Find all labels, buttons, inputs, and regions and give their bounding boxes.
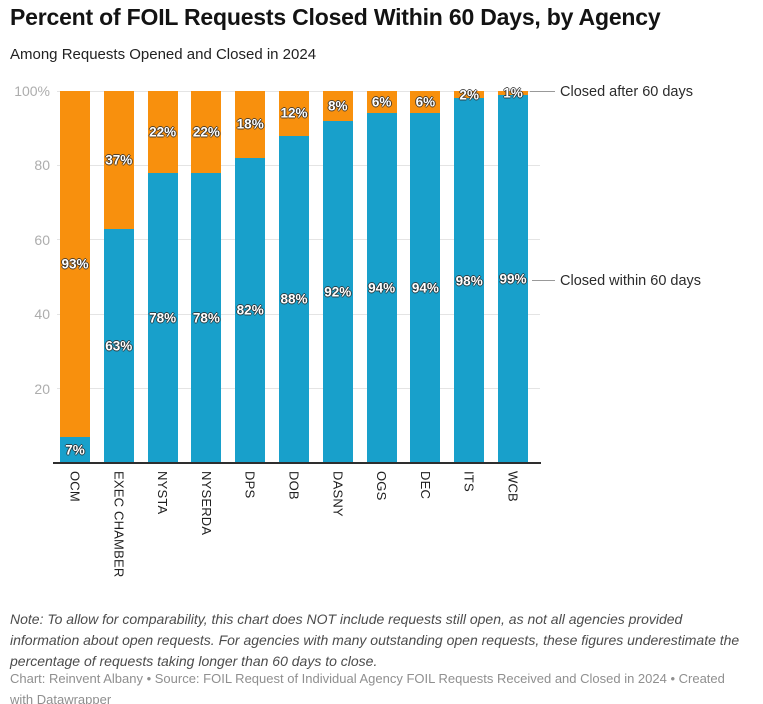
y-axis-tick-label-20: 20	[34, 380, 50, 397]
bar-segment-closed-after-60-days-ocm[interactable]	[60, 91, 90, 437]
plot-area: 20 40 60 80 100% 7% 93% OCM 63% 37% EXEC CHAMBER 78…	[14, 83, 541, 578]
x-axis-label-nyserda: NYSERDA	[198, 471, 214, 536]
bar-value-label-within-nyserda: 78%	[192, 310, 220, 326]
bar-segment-closed-after-60-days-dec[interactable]	[410, 91, 441, 114]
x-axis-label-ocm: OCM	[67, 471, 83, 502]
x-axis-label-dasny: DASNY	[330, 471, 346, 517]
x-axis-label-ogs: OGS	[374, 471, 390, 501]
bar-segment-closed-after-60-days-wcb[interactable]	[498, 91, 528, 95]
annotation-connector-closed-within	[532, 280, 555, 281]
bar-value-label-after-nyserda: 22%	[192, 124, 220, 140]
bar-value-label-after-nysta: 22%	[149, 124, 177, 140]
bar-value-label-within-its: 98%	[455, 273, 483, 289]
bar-value-label-within-exec-chamber: 63%	[105, 338, 133, 354]
y-axis-tick-label-40: 40	[34, 306, 50, 323]
y-axis-tick-label-80: 80	[34, 157, 50, 174]
x-axis-label-wcb: WCB	[505, 471, 521, 502]
bar-segment-closed-after-60-days-its[interactable]	[454, 91, 485, 99]
bar-segment-closed-within-60-days-dasny[interactable]	[322, 120, 353, 463]
bar-segment-closed-after-60-days-ogs[interactable]	[366, 91, 397, 114]
y-axis-tick-label-100: 100%	[14, 83, 50, 99]
bar-segment-closed-within-60-days-nyserda[interactable]	[191, 172, 222, 463]
x-axis-label-dec: DEC	[417, 471, 433, 500]
bar-segment-closed-within-60-days-nysta[interactable]	[147, 172, 178, 463]
bar-value-label-within-dec: 94%	[411, 280, 439, 296]
x-axis-label-its: ITS	[461, 471, 477, 492]
bar-segment-closed-within-60-days-exec-chamber[interactable]	[103, 228, 134, 463]
bar-value-label-after-ogs: 6%	[371, 94, 392, 110]
bar-value-label-after-dasny: 8%	[328, 98, 348, 114]
y-axis-tick-label-60: 60	[34, 231, 50, 248]
annotation-connector-closed-after	[530, 91, 555, 92]
bar-segment-closed-after-60-days-nyserda[interactable]	[191, 91, 222, 173]
chart-note: Note: To allow for comparability, this c…	[10, 611, 740, 669]
bar-value-label-after-dec: 6%	[415, 94, 436, 110]
legend-label-closed-after-60-days: Closed after 60 days	[560, 84, 693, 100]
bar-segment-closed-after-60-days-dob[interactable]	[279, 91, 309, 136]
bar-value-label-after-wcb: 1%	[503, 85, 523, 101]
bar-value-label-within-nysta: 78%	[149, 310, 177, 326]
bar-segment-closed-after-60-days-exec-chamber[interactable]	[103, 91, 134, 229]
bar-segment-closed-after-60-days-dasny[interactable]	[322, 91, 353, 121]
bar-value-label-within-wcb: 99%	[499, 271, 527, 287]
bar-segment-closed-within-60-days-ocm[interactable]	[60, 436, 90, 463]
bar-segment-closed-within-60-days-wcb[interactable]	[498, 94, 528, 463]
x-axis-line	[53, 462, 541, 464]
bar-value-label-within-dps: 82%	[236, 302, 264, 318]
bar-segment-closed-within-60-days-ogs[interactable]	[366, 113, 397, 463]
bar-segment-closed-within-60-days-its[interactable]	[454, 98, 485, 463]
bar-segment-closed-within-60-days-dps[interactable]	[235, 157, 266, 463]
x-axis-label-nysta: NYSTA	[155, 471, 171, 515]
chart-credits: Chart: Reinvent Albany • Source: FOIL Re…	[10, 671, 725, 704]
bar-value-label-after-dps: 18%	[236, 116, 264, 132]
bar-value-label-within-dob: 88%	[280, 291, 308, 307]
chart-title: Percent of FOIL Requests Closed Within 6…	[10, 4, 661, 30]
bar-value-label-within-ocm: 7%	[65, 442, 85, 458]
legend-label-closed-within-60-days: Closed within 60 days	[560, 273, 702, 289]
x-axis-label-dps: DPS	[242, 471, 258, 499]
bar-value-label-after-its: 2%	[459, 87, 479, 103]
bar-value-label-after-ocm: 93%	[61, 256, 89, 272]
bar-value-label-after-exec-chamber: 37%	[105, 152, 133, 168]
bar-segment-closed-after-60-days-nysta[interactable]	[147, 91, 178, 173]
bar-value-label-within-ogs: 94%	[368, 280, 396, 296]
chart-subtitle: Among Requests Opened and Closed in 2024	[10, 46, 317, 63]
bar-segment-closed-after-60-days-dps[interactable]	[235, 91, 266, 158]
x-axis-label-dob: DOB	[286, 471, 302, 500]
bar-value-label-within-dasny: 92%	[324, 284, 352, 300]
bar-segment-closed-within-60-days-dec[interactable]	[410, 113, 441, 463]
x-axis-label-exec-chamber: EXEC CHAMBER	[111, 471, 127, 578]
bar-segment-closed-within-60-days-dob[interactable]	[279, 135, 309, 463]
bar-value-label-after-dob: 12%	[280, 105, 308, 121]
